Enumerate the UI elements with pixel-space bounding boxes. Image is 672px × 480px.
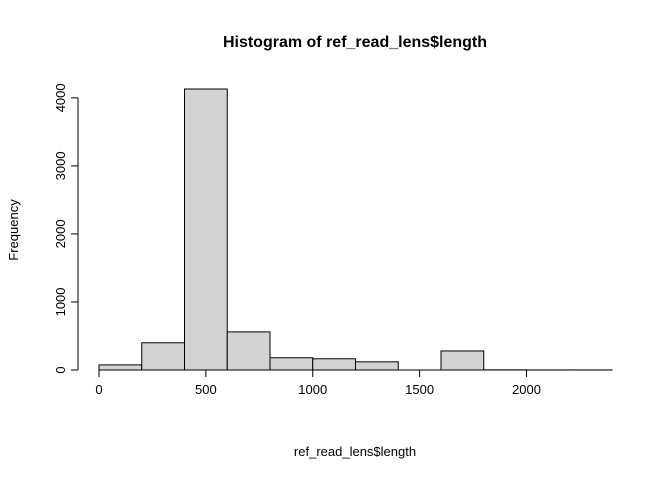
y-tick-label-0: 0 [53, 366, 68, 373]
y-tick-label-2: 2000 [53, 219, 68, 248]
y-tick-label-3: 3000 [53, 151, 68, 180]
histogram-bar-3 [226, 331, 271, 371]
histogram-bar-8 [440, 350, 485, 371]
x-tick-label-1: 500 [195, 382, 217, 397]
x-tick-label-4: 2000 [512, 382, 541, 397]
y-axis: 0 1000 2000 3000 4000 [53, 83, 79, 374]
histogram-bar-5 [312, 358, 356, 371]
x-tick-label-2: 1000 [298, 382, 327, 397]
x-tick-label-3: 1500 [405, 382, 434, 397]
chart-title: Histogram of ref_read_lens$length [223, 34, 487, 51]
y-axis-label: Frequency [6, 199, 21, 261]
histogram-bar-4 [269, 357, 314, 371]
bars-group [98, 88, 613, 371]
x-tick-label-0: 0 [95, 382, 102, 397]
x-axis-label: ref_read_lens$length [294, 444, 416, 459]
y-tick-label-1: 1000 [53, 288, 68, 317]
histogram-bar-1 [141, 342, 185, 371]
histogram-bar-0 [98, 364, 143, 371]
y-tick-label-4: 4000 [53, 83, 68, 112]
x-axis: 0 500 1000 1500 2000 [95, 369, 541, 397]
histogram-bar-2 [184, 88, 228, 371]
histogram-bar-6 [355, 361, 399, 371]
